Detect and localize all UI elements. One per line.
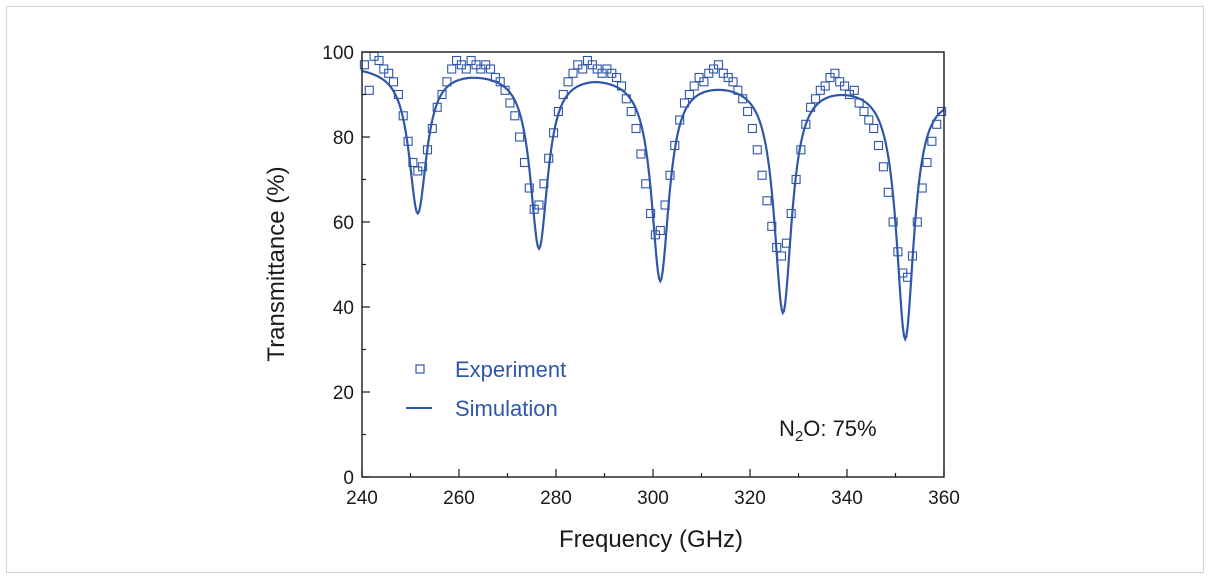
annotation-prefix: N	[779, 416, 795, 441]
experiment-point-93	[810, 94, 821, 104]
y-tick-label-100: 100	[322, 43, 354, 64]
tick-labels-layer: 240 260 280 300 320 340 360 0 20 40 60 80 100	[322, 43, 960, 509]
experiment-point-104	[864, 115, 874, 125]
experiment-point-108	[883, 187, 893, 197]
experiment-point-59	[646, 208, 656, 219]
experiment-point-3	[374, 55, 384, 66]
legend: Experiment Simulation	[406, 357, 566, 421]
experiment-point-86	[776, 251, 787, 261]
experiment-point-101	[849, 85, 859, 95]
experiment-point-55	[626, 106, 636, 117]
experiment-point-95	[820, 81, 830, 91]
simulation-line	[361, 69, 945, 343]
experiment-point-68	[689, 81, 699, 91]
x-tick-label-260: 260	[443, 488, 475, 509]
experiment-point-0	[359, 60, 369, 70]
annotation-suffix: O: 75%	[803, 416, 876, 441]
experiment-point-109	[888, 217, 898, 227]
annotation-subscript: 2	[795, 428, 803, 445]
experiment-point-58	[641, 179, 651, 189]
x-tick-label-240: 240	[346, 488, 378, 509]
experiment-point-99	[840, 81, 850, 91]
legend-marker-experiment	[415, 364, 425, 374]
experiment-point-106	[873, 140, 884, 151]
experiment-point-80	[747, 123, 757, 134]
experiment-point-81	[752, 145, 762, 155]
experiment-point-42	[563, 77, 573, 87]
x-tick-label-300: 300	[637, 488, 669, 509]
experiment-point-31	[510, 111, 520, 121]
legend-label-simulation: Simulation	[455, 396, 558, 421]
figure-frame	[6, 6, 1204, 573]
experiment-point-103	[859, 106, 869, 117]
experiment-point-105	[869, 123, 879, 134]
plot-axes-layer	[361, 51, 945, 478]
legend-label-experiment: Experiment	[455, 357, 566, 382]
x-tick-label-360: 360	[928, 488, 960, 509]
experiment-point-116	[922, 157, 932, 168]
experiment-point-70	[699, 77, 709, 87]
experiment-point-1	[364, 85, 374, 95]
experiment-point-30	[505, 98, 515, 108]
experiment-point-32	[515, 132, 525, 142]
experiment-point-6	[388, 77, 399, 87]
experiment-point-16	[437, 89, 447, 100]
experiment-point-91	[801, 119, 811, 129]
experiment-point-56	[631, 123, 641, 134]
y-axis-label: Transmittance (%)	[263, 166, 290, 361]
experiment-point-76	[728, 77, 738, 87]
experiment-point-52	[612, 72, 622, 83]
experiment-point-5	[384, 68, 394, 78]
experiment-point-67	[684, 89, 694, 100]
y-tick-label-40: 40	[333, 298, 354, 319]
experiment-point-57	[636, 149, 646, 159]
experiment-point-26	[485, 64, 496, 74]
experiment-point-114	[912, 217, 922, 227]
experiment-point-36	[534, 200, 544, 210]
experiment-point-82	[757, 170, 767, 180]
y-tick-label-20: 20	[333, 383, 354, 404]
x-tick-label-280: 280	[540, 488, 572, 509]
experiment-point-79	[743, 106, 753, 117]
experiment-point-34	[524, 183, 534, 193]
experiment-point-12	[418, 162, 428, 172]
experiment-point-119	[937, 106, 947, 117]
y-tick-label-80: 80	[333, 128, 354, 149]
experiment-point-43	[568, 68, 578, 78]
experiment-point-97	[830, 68, 840, 78]
experiment-point-61	[655, 225, 665, 236]
x-axis-label: Frequency (GHz)	[559, 526, 743, 553]
experiment-point-107	[878, 162, 888, 172]
experiment-point-117	[927, 136, 937, 146]
x-tick-label-320: 320	[734, 488, 766, 509]
y-tick-label-60: 60	[333, 213, 354, 234]
experiment-point-45	[578, 64, 588, 74]
plot-data-layer	[359, 51, 947, 343]
experiment-point-73	[713, 60, 724, 70]
x-tick-label-340: 340	[831, 488, 863, 509]
plot-frame	[361, 51, 945, 478]
annotation-gas-concentration: N2O: 75%	[779, 416, 877, 445]
experiment-point-83	[762, 196, 772, 206]
y-tick-label-0: 0	[343, 468, 354, 489]
experiment-point-21	[461, 64, 471, 74]
experiment-point-18	[447, 64, 457, 74]
